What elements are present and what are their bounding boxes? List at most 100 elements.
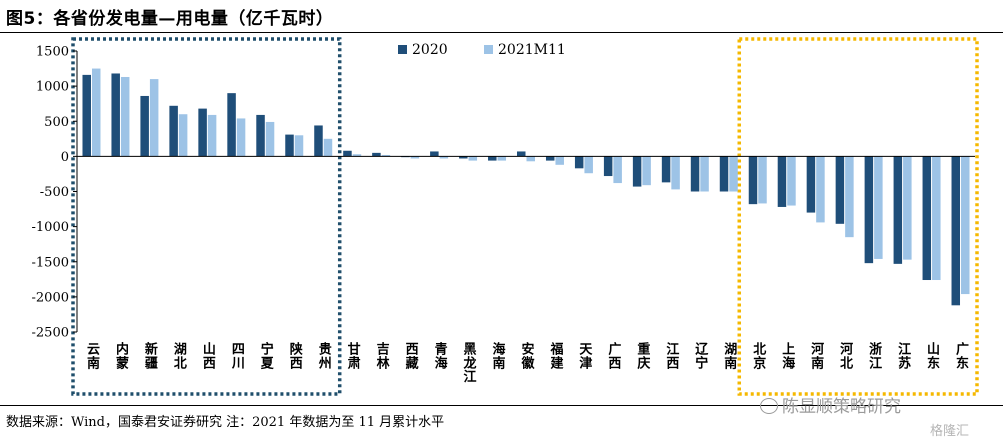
x-category-char: 北 bbox=[753, 343, 766, 358]
bar-series1 bbox=[430, 151, 439, 157]
bar-series2 bbox=[352, 154, 362, 157]
bar-series2 bbox=[439, 156, 449, 159]
legend-label: 2021M11 bbox=[498, 42, 566, 58]
bar-series2 bbox=[323, 138, 333, 157]
x-category-char: 重 bbox=[637, 342, 650, 358]
bar-series1 bbox=[285, 134, 294, 157]
x-category-char: 上 bbox=[782, 343, 795, 358]
bar-series1 bbox=[111, 73, 120, 157]
x-category-label: 河南 bbox=[811, 342, 824, 372]
x-category-label: 安徽 bbox=[520, 342, 535, 372]
x-category-label: 内蒙 bbox=[116, 342, 129, 372]
bar-series2 bbox=[178, 114, 188, 157]
x-category-label: 北京 bbox=[753, 343, 766, 372]
legend-swatch bbox=[484, 45, 493, 54]
x-category-label: 宁夏 bbox=[260, 342, 275, 372]
bar-series1 bbox=[603, 156, 613, 177]
x-category-char: 龙 bbox=[464, 355, 477, 371]
x-category-label: 河北 bbox=[840, 342, 853, 372]
x-category-char: 疆 bbox=[145, 356, 158, 371]
x-category-char: 海 bbox=[435, 355, 448, 371]
x-category-char: 西 bbox=[608, 356, 621, 371]
bar-series1 bbox=[198, 108, 207, 157]
bar-series2 bbox=[642, 156, 651, 186]
x-category-char: 宁 bbox=[695, 355, 708, 371]
bar-series2 bbox=[265, 121, 275, 157]
x-category-char: 天 bbox=[579, 343, 593, 358]
bar-series2 bbox=[932, 156, 941, 281]
x-category-label: 辽宁 bbox=[695, 343, 709, 372]
x-category-char: 青 bbox=[435, 342, 448, 358]
x-category-char: 河 bbox=[811, 342, 824, 358]
x-category-label: 贵州 bbox=[318, 342, 332, 372]
x-category-char: 南 bbox=[87, 355, 100, 371]
bar-series1 bbox=[719, 156, 729, 192]
x-category-char: 湖 bbox=[724, 343, 737, 358]
bar-series2 bbox=[381, 154, 391, 157]
y-tick-label: -1500 bbox=[32, 255, 69, 270]
x-category-char: 西 bbox=[406, 343, 419, 358]
bar-series2 bbox=[671, 156, 680, 190]
bar-series2 bbox=[613, 156, 622, 184]
x-category-char: 南 bbox=[811, 355, 824, 371]
x-category-char: 西 bbox=[203, 356, 216, 371]
legend-label: 2020 bbox=[412, 42, 448, 58]
x-category-char: 陕 bbox=[290, 342, 304, 358]
x-category-char: 建 bbox=[550, 355, 563, 371]
x-category-char: 南 bbox=[724, 355, 737, 371]
highlight-box-1 bbox=[71, 37, 342, 396]
x-category-char: 林 bbox=[377, 355, 390, 371]
x-category-label: 青海 bbox=[435, 342, 448, 372]
x-category-char: 新 bbox=[145, 342, 158, 358]
x-category-char: 江 bbox=[666, 342, 679, 358]
x-category-char: 苏 bbox=[898, 355, 911, 371]
bar-series1 bbox=[777, 156, 787, 207]
highlight-boxes bbox=[71, 37, 979, 396]
x-category-label: 海南 bbox=[493, 342, 506, 372]
bar-series1 bbox=[922, 156, 932, 281]
x-category-char: 宁 bbox=[261, 342, 274, 358]
bar-series2 bbox=[729, 156, 738, 192]
x-category-label: 黑龙江 bbox=[464, 343, 477, 385]
bottom-rule bbox=[0, 405, 1003, 406]
x-category-label: 吉林 bbox=[377, 343, 390, 372]
bar-series1 bbox=[864, 156, 874, 264]
watermark-text: 陈显顺策略研究 bbox=[782, 397, 901, 417]
bar-series1 bbox=[690, 156, 700, 192]
x-category-char: 辽 bbox=[695, 343, 709, 358]
x-category-char: 庆 bbox=[636, 355, 650, 371]
bar-series1 bbox=[314, 125, 323, 157]
x-category-char: 福 bbox=[549, 342, 563, 358]
x-category-char: 浙 bbox=[869, 342, 882, 358]
x-category-char: 北 bbox=[174, 356, 187, 371]
bar-chart: 150010005000-500-1000-1500-2000-2500云南内蒙… bbox=[32, 37, 979, 396]
y-tick-label: -2500 bbox=[32, 326, 69, 341]
bar-series1 bbox=[488, 156, 497, 161]
x-category-char: 东 bbox=[956, 355, 969, 371]
x-category-char: 内 bbox=[116, 342, 129, 358]
bar-series1 bbox=[574, 156, 584, 169]
x-category-char: 广 bbox=[956, 342, 969, 358]
highlight-box-2 bbox=[737, 37, 979, 396]
y-tick-label: 500 bbox=[44, 115, 69, 130]
x-category-char: 夏 bbox=[260, 356, 275, 371]
bar-series2 bbox=[468, 156, 478, 161]
x-category-char: 州 bbox=[318, 356, 332, 371]
y-tick-label: -500 bbox=[40, 185, 69, 200]
legend: 2020 2021M11 bbox=[398, 42, 566, 58]
x-category-char: 北 bbox=[840, 356, 853, 371]
x-category-char: 江 bbox=[464, 369, 477, 385]
x-category-char: 蒙 bbox=[116, 355, 129, 371]
y-tick-label: -2000 bbox=[32, 290, 69, 305]
x-category-char: 贵 bbox=[319, 342, 332, 358]
axes: 150010005000-500-1000-1500-2000-2500云南内蒙… bbox=[32, 45, 975, 385]
bar-series2 bbox=[555, 156, 564, 165]
x-category-label: 江西 bbox=[666, 342, 679, 372]
x-category-label: 浙江 bbox=[869, 342, 882, 372]
bar-series2 bbox=[207, 114, 217, 157]
x-category-char: 吉 bbox=[377, 343, 390, 358]
legend-swatch bbox=[398, 45, 407, 54]
figure-title: 图5：各省份发电量—用电量（亿千瓦时） bbox=[6, 9, 334, 29]
x-category-label: 广东 bbox=[956, 342, 969, 372]
y-tick-label: 1000 bbox=[36, 80, 69, 95]
